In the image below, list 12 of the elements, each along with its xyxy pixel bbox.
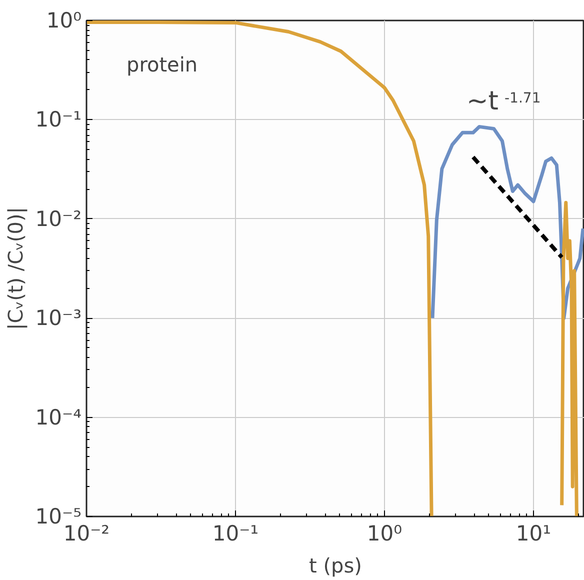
y-tick-label: 10⁻² <box>35 206 82 231</box>
annotation: protein <box>126 52 198 76</box>
y-tick-label: 10⁻⁴ <box>35 405 82 430</box>
x-axis-title: t (ps) <box>309 554 362 578</box>
y-tick-label: 10⁻¹ <box>35 108 82 132</box>
x-tick-label: 10⁰ <box>366 522 402 546</box>
x-tick-label: 10⁻¹ <box>212 522 259 546</box>
y-tick-label: 10⁰ <box>46 8 82 32</box>
y-tick-label: 10⁻³ <box>35 306 82 330</box>
annotation: ∼t-1.71 <box>466 86 541 116</box>
y-axis-title: |Cᵥ(t) /Cᵥ(0)| <box>3 207 28 330</box>
x-tick-label: 10¹ <box>516 522 552 546</box>
